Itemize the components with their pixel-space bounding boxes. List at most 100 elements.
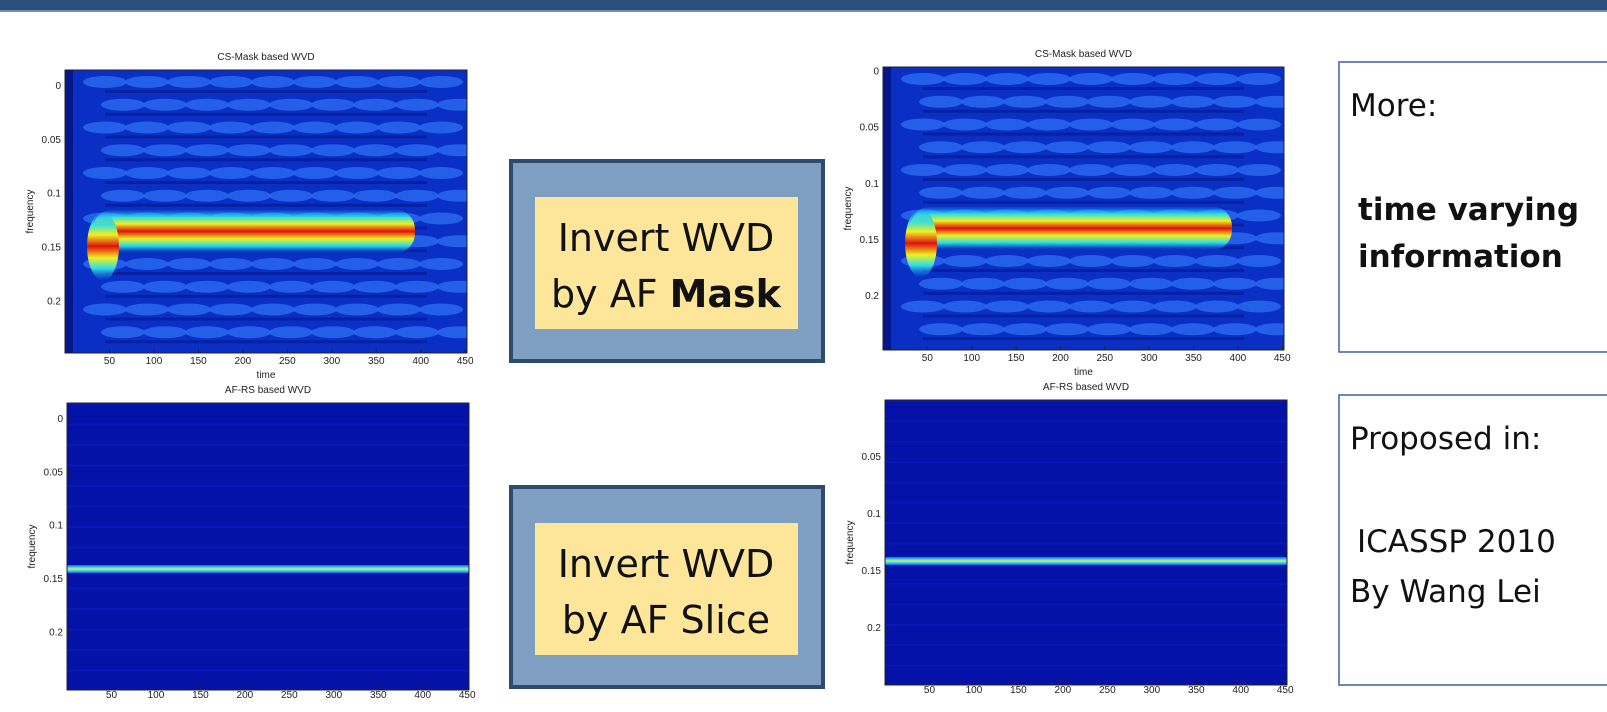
heatmap-ripple bbox=[125, 167, 169, 179]
heatmap-ripple bbox=[335, 76, 379, 88]
x-tick-label: 50 bbox=[922, 353, 934, 364]
heatmap-ripple bbox=[1069, 73, 1113, 85]
heatmap-ripple bbox=[1087, 96, 1131, 108]
heatmap-stripe bbox=[105, 113, 427, 116]
heatmap-ripple bbox=[395, 190, 439, 202]
heatmap-ripple bbox=[1255, 323, 1299, 335]
heatmap-stripe bbox=[923, 337, 1244, 340]
heatmap-ripple bbox=[1213, 278, 1257, 290]
heatmap-ripple bbox=[293, 76, 337, 88]
heatmap-ripple bbox=[1027, 164, 1071, 176]
heatmap-ripple bbox=[353, 190, 397, 202]
heatmap-ripple bbox=[1237, 73, 1281, 85]
y-tick-label: 0 bbox=[873, 66, 879, 77]
heatmap-ridge bbox=[93, 209, 415, 253]
y-tick-label: 0.05 bbox=[42, 135, 62, 146]
y-tick-label: 0.15 bbox=[862, 566, 882, 577]
heatmap-stripe bbox=[885, 502, 1287, 504]
heatmap-stripe bbox=[67, 424, 469, 426]
x-tick-label: 350 bbox=[370, 690, 387, 701]
y-tick-label: 0.1 bbox=[867, 509, 881, 520]
heatmap-ripple bbox=[101, 190, 145, 202]
heatmap-stripe bbox=[885, 420, 1287, 422]
heatmap-ripple bbox=[1195, 73, 1239, 85]
heatmap-ripple bbox=[1213, 187, 1257, 199]
heatmap-ripple bbox=[1003, 278, 1047, 290]
x-tick-label: 450 bbox=[1274, 353, 1291, 364]
x-tick-label: 150 bbox=[1010, 685, 1027, 696]
heatmap-ripple bbox=[1237, 164, 1281, 176]
heatmap-stripe bbox=[923, 269, 1244, 272]
heatmap-ripple bbox=[1111, 73, 1155, 85]
heatmap-ripple bbox=[1171, 141, 1215, 153]
x-tick-label: 250 bbox=[1096, 353, 1113, 364]
heatmap-ripple bbox=[1213, 96, 1257, 108]
y-tick-label: 0.2 bbox=[47, 296, 61, 307]
heatmap-stripe bbox=[885, 583, 1287, 585]
heatmap-ripple bbox=[419, 304, 463, 316]
x-tick-label: 400 bbox=[412, 356, 429, 367]
x-tick-label: 400 bbox=[1232, 685, 1249, 696]
method-emphasis: Mask bbox=[670, 272, 782, 316]
heatmap-stripe bbox=[885, 604, 1287, 606]
heatmap-stripe bbox=[885, 441, 1287, 443]
heatmap-ripple bbox=[125, 304, 169, 316]
heatmap-ripple bbox=[1087, 187, 1131, 199]
heatmap-ripple bbox=[377, 304, 421, 316]
heatmap-stripe bbox=[67, 670, 469, 672]
heatmap-stripe bbox=[67, 547, 469, 549]
heatmap-line bbox=[885, 557, 1287, 565]
heatmap-image bbox=[65, 70, 481, 353]
heatmap-stripe bbox=[105, 318, 427, 321]
heatmap-ripple bbox=[1069, 255, 1113, 267]
heatmap-stripe bbox=[885, 665, 1287, 667]
heatmap-ripple bbox=[419, 167, 463, 179]
heatmap-ripple bbox=[1087, 141, 1131, 153]
heatmap-ripple bbox=[335, 258, 379, 270]
heatmap-ripple bbox=[419, 122, 463, 134]
heatmap-left-edge bbox=[65, 70, 73, 353]
heatmap-ripple bbox=[1129, 323, 1173, 335]
heatmap-ripple bbox=[185, 281, 229, 293]
heatmap-ripple bbox=[437, 235, 481, 247]
method-text: by AF bbox=[551, 272, 658, 316]
y-tick-label: 0 bbox=[55, 81, 61, 92]
heatmap-ripple bbox=[335, 122, 379, 134]
heatmap-ripple bbox=[209, 258, 253, 270]
heatmap-stripe bbox=[67, 526, 469, 528]
heatmap-ripple bbox=[269, 144, 313, 156]
heatmap-ripple bbox=[919, 278, 963, 290]
x-tick-label: 100 bbox=[146, 356, 163, 367]
y-tick-label: 0.05 bbox=[860, 123, 880, 134]
heatmap-image bbox=[885, 400, 1287, 685]
heatmap-ripple bbox=[919, 96, 963, 108]
heatmap-stripe bbox=[885, 644, 1287, 646]
heatmap-ripple bbox=[1153, 255, 1197, 267]
heatmap-ripple bbox=[419, 258, 463, 270]
heatmap-onset bbox=[905, 209, 937, 277]
heatmap-ripple bbox=[185, 99, 229, 111]
y-tick-label: 0.05 bbox=[44, 467, 64, 478]
heatmap-ripple bbox=[293, 258, 337, 270]
heatmap-ripple bbox=[377, 122, 421, 134]
heatmap-ripple bbox=[1087, 278, 1131, 290]
heatmap-ripple bbox=[1087, 323, 1131, 335]
heatmap-ripple bbox=[101, 99, 145, 111]
heatmap-ripple bbox=[1045, 278, 1089, 290]
method-line: Invert WVD bbox=[558, 216, 775, 260]
heatmap-ripple bbox=[251, 167, 295, 179]
heatmap-ripple bbox=[269, 326, 313, 338]
heatmap-ripple bbox=[209, 76, 253, 88]
heatmap-ripple bbox=[167, 258, 211, 270]
heatmap-ripple bbox=[1129, 96, 1173, 108]
heatmap-stripe bbox=[885, 522, 1287, 524]
heatmap-ripple bbox=[1027, 119, 1071, 131]
heatmap-ripple bbox=[353, 99, 397, 111]
heatmap-ripple bbox=[311, 99, 355, 111]
heatmap-stripe bbox=[67, 649, 469, 651]
note-line: information bbox=[1358, 239, 1563, 275]
x-tick-label: 100 bbox=[148, 690, 165, 701]
y-axis-label: frequency bbox=[843, 187, 854, 231]
x-tick-label: 400 bbox=[1230, 353, 1247, 364]
